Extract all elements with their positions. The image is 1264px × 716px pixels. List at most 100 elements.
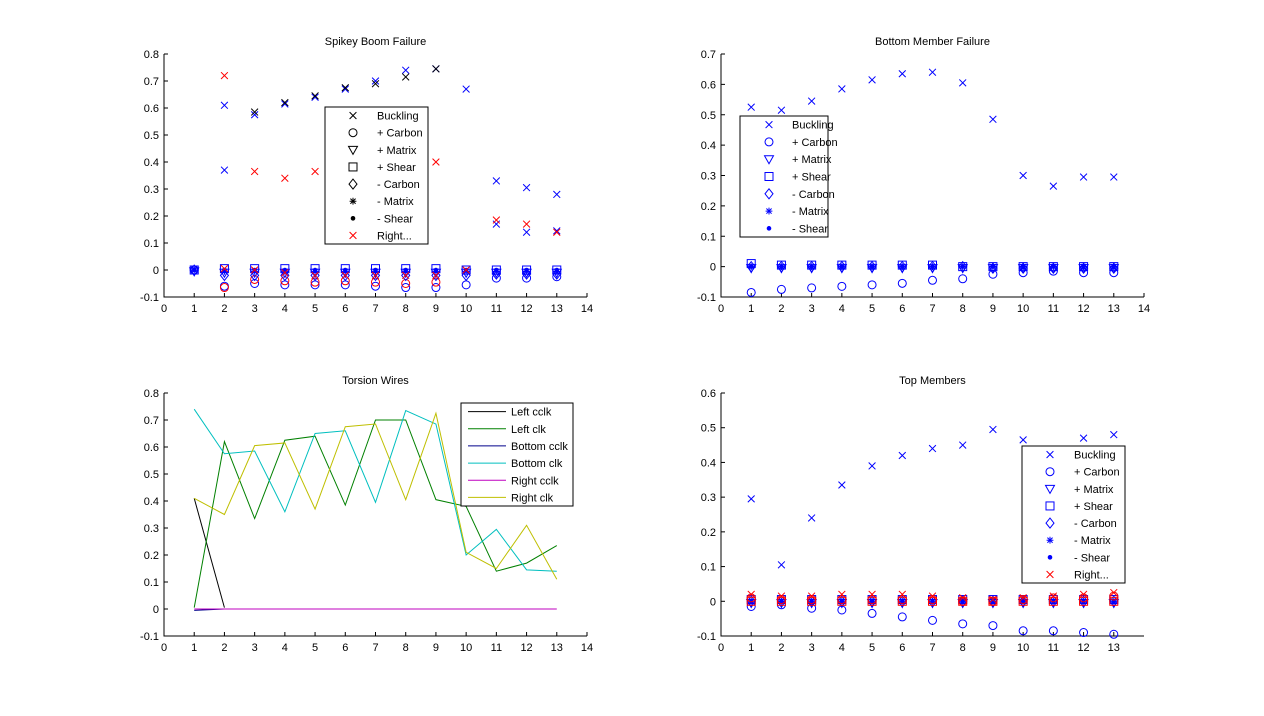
legend-label: Bottom clk [511, 458, 563, 470]
data-point-5-0 [219, 283, 229, 293]
y-tick-label: 0.4 [144, 157, 159, 169]
y-tick-label: 0 [153, 265, 159, 277]
data-point-4-9 [461, 280, 471, 290]
data-point-1-3 [837, 281, 847, 291]
legend-label: + Shear [377, 162, 416, 174]
data-point-10-5 [342, 267, 348, 273]
data-point-4-8 [431, 283, 441, 293]
legend-label: Right... [1074, 569, 1109, 581]
y-tick-label: 0.5 [701, 423, 716, 435]
data-point-6-6 [930, 598, 935, 604]
data-point-9-8 [988, 596, 998, 606]
data-point-6-4 [869, 598, 875, 604]
x-tick-label: 11 [491, 303, 502, 315]
x-tick-label: 10 [1017, 303, 1029, 315]
legend-marker [1045, 467, 1055, 477]
data-point-6-3 [839, 264, 845, 269]
data-point-8-10 [491, 268, 501, 280]
x-tick-label: 12 [520, 303, 532, 315]
data-point-6-0 [748, 264, 754, 269]
data-point-9-11 [1079, 596, 1089, 606]
data-point-0-10 [522, 183, 531, 192]
data-point-11-8 [462, 266, 470, 274]
data-point-1-2 [522, 228, 531, 236]
data-point-9-7 [958, 596, 968, 606]
data-point-0-9 [492, 177, 501, 185]
y-tick-label: -0.1 [697, 292, 716, 304]
x-tick-label: 13 [551, 642, 563, 654]
data-point-0-9 [1019, 436, 1027, 444]
data-point-6-7 [960, 598, 966, 604]
data-point-3-5 [492, 216, 501, 224]
data-point-4-7 [958, 260, 968, 273]
x-tick-label: 3 [252, 303, 258, 315]
data-point-4-2 [250, 279, 260, 288]
legend-label: - Carbon [792, 189, 835, 201]
data-point-4-7 [401, 283, 411, 293]
legend: Buckling + Carbon + Matrix + Shear - Carbon -… [1021, 445, 1126, 584]
y-tick-label: 0.3 [144, 184, 159, 196]
x-tick-label: 9 [990, 303, 996, 315]
data-point-1-6 [928, 615, 937, 625]
x-tick-label: 14 [581, 642, 593, 654]
legend-marker [1047, 555, 1053, 560]
legend-marker [349, 231, 357, 240]
data-point-2-2 [311, 92, 319, 100]
data-point-1-7 [958, 619, 968, 629]
legend-marker [1046, 536, 1054, 544]
x-tick-label: 12 [1077, 642, 1089, 654]
series-line-0 [193, 498, 225, 608]
data-point-6-5 [899, 264, 905, 269]
x-tick-label: 1 [748, 303, 754, 315]
data-point-0-5 [371, 77, 380, 85]
data-point-11-7 [432, 271, 440, 280]
legend-label: - Carbon [377, 179, 420, 191]
data-point-10-4 [312, 267, 318, 273]
legend-marker [1045, 517, 1055, 529]
legend-marker [765, 120, 773, 129]
data-point-9-6 [928, 596, 937, 606]
x-tick-label: 13 [551, 303, 563, 315]
data-point-0-1 [250, 110, 259, 119]
y-tick-label: 0.6 [701, 79, 716, 91]
legend-marker [764, 137, 774, 147]
data-point-0-4 [868, 462, 876, 470]
legend-label: Buckling [792, 120, 834, 132]
data-point-1-4 [867, 608, 877, 618]
data-point-5-1 [250, 274, 260, 284]
legend-label: + Matrix [792, 154, 832, 166]
data-point-1-12 [1109, 629, 1119, 639]
legend-label: + Shear [1074, 501, 1113, 513]
data-point-9-3 [837, 596, 847, 606]
data-point-7-1 [777, 592, 786, 600]
x-tick-label: 9 [990, 642, 996, 654]
legend-marker [765, 207, 773, 215]
y-tick-label: 0.2 [701, 527, 716, 539]
legend-marker [763, 155, 775, 165]
y-tick-label: 0.2 [701, 201, 716, 213]
data-point-10-7 [403, 267, 409, 273]
y-tick-label: 0.2 [144, 550, 159, 562]
data-point-4-3 [837, 260, 847, 273]
y-tick-label: 0.5 [144, 130, 159, 142]
data-point-11-2 [281, 268, 289, 277]
legend-label: + Carbon [792, 137, 838, 149]
data-point-1-1 [492, 220, 501, 228]
x-tick-label: 6 [342, 303, 348, 315]
data-point-6-1 [779, 598, 784, 604]
data-point-4-9 [1018, 595, 1028, 608]
x-tick-label: 11 [491, 642, 502, 654]
legend-marker [764, 187, 774, 200]
data-point-10-11 [524, 267, 529, 273]
data-point-1-7 [958, 274, 968, 284]
data-point-9-5 [897, 596, 907, 606]
data-point-6-8 [990, 264, 996, 269]
data-point-1-0 [746, 287, 756, 297]
data-point-10-12 [554, 267, 560, 273]
y-tick-label: 0.7 [144, 415, 159, 427]
chart-title: Bottom Member Failure [875, 36, 990, 48]
data-point-1-9 [1018, 626, 1028, 636]
